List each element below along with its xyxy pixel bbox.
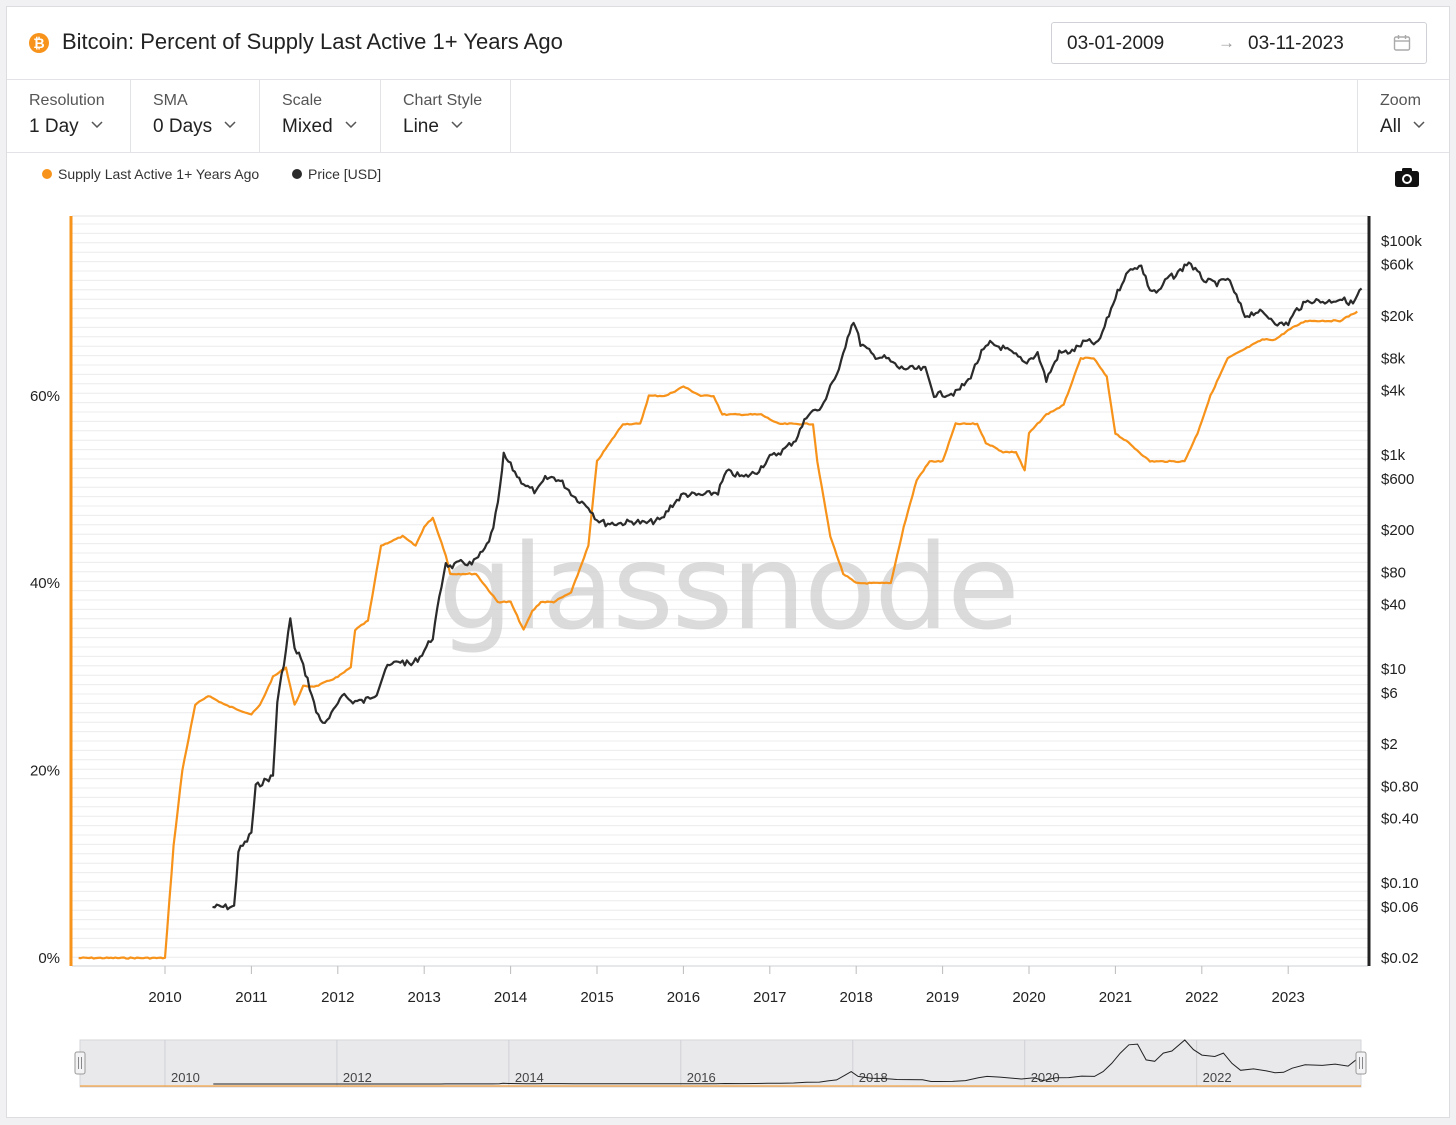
axes xyxy=(69,215,1371,967)
y-right-tick-label: $0.80 xyxy=(1381,779,1419,796)
series-line-price xyxy=(212,261,1363,911)
y-right-tick-label: $6 xyxy=(1381,685,1398,702)
x-tick-label: 2017 xyxy=(753,989,786,1006)
y-axis-right-ticks: $100k $60k $20k $8k $4k $1k $600 $200 $80 $40 $10 $… xyxy=(1381,233,1422,967)
chart-style-dropdown[interactable]: Chart Style Line xyxy=(381,79,511,152)
navigator-label: 2016 xyxy=(687,1070,716,1085)
date-to[interactable]: 03-11-2023 xyxy=(1248,33,1344,54)
y-left-tick-label: 0% xyxy=(38,950,60,967)
y-right-tick-label: $200 xyxy=(1381,522,1414,539)
sma-dropdown[interactable]: SMA 0 Days xyxy=(131,79,260,152)
chart-style-label: Chart Style xyxy=(403,92,483,109)
y-axis-left-ticks: 0% 20% 40% 60% xyxy=(30,388,60,967)
date-range-picker[interactable]: 03-01-2009 → 03-11-2023 xyxy=(1051,22,1427,64)
navigator-label: 2014 xyxy=(515,1070,544,1085)
x-tick-label: 2016 xyxy=(667,989,700,1006)
scale-label: Scale xyxy=(282,92,323,109)
scale-value[interactable]: Mixed xyxy=(282,116,333,137)
calendar-icon[interactable] xyxy=(1393,34,1411,52)
x-axis-ticks: 2010 2011 2012 2013 2014 2015 2016 2017 2018 2019… xyxy=(148,966,1305,1006)
legend-label-supply: Supply Last Active 1+ Years Ago xyxy=(58,166,260,182)
x-tick-label: 2013 xyxy=(408,989,441,1006)
y-right-tick-label: $80 xyxy=(1381,564,1406,581)
date-from[interactable]: 03-01-2009 xyxy=(1067,33,1165,54)
legend-swatch-price xyxy=(292,169,302,179)
x-tick-label: 2012 xyxy=(321,989,354,1006)
x-tick-label: 2018 xyxy=(840,989,873,1006)
chevron-down-icon xyxy=(224,121,236,129)
chart-header: ₿ Bitcoin: Percent of Supply Last Active… xyxy=(7,7,1449,80)
x-tick-label: 2015 xyxy=(580,989,613,1006)
resolution-label: Resolution xyxy=(29,92,105,109)
resolution-value[interactable]: 1 Day xyxy=(29,116,79,137)
glassnode-watermark: glassnode xyxy=(438,518,1017,656)
y-right-tick-label: $1k xyxy=(1381,447,1406,464)
x-tick-label: 2010 xyxy=(148,989,181,1006)
y-left-tick-label: 60% xyxy=(30,388,60,405)
x-tick-label: 2019 xyxy=(926,989,959,1006)
x-tick-label: 2022 xyxy=(1185,989,1218,1006)
series-line-supply xyxy=(78,310,1358,960)
y-right-tick-label: $0.40 xyxy=(1381,811,1419,828)
y-right-tick-label: $40 xyxy=(1381,597,1406,614)
navigator-label: 2012 xyxy=(343,1070,372,1085)
x-tick-label: 2021 xyxy=(1099,989,1132,1006)
y-right-tick-label: $0.02 xyxy=(1381,950,1419,967)
chevron-down-icon xyxy=(1413,121,1425,129)
camera-icon[interactable] xyxy=(1394,166,1420,188)
chart-style-value[interactable]: Line xyxy=(403,116,439,137)
scale-dropdown[interactable]: Scale Mixed xyxy=(260,79,381,152)
y-left-tick-label: 20% xyxy=(30,763,60,780)
x-tick-label: 2023 xyxy=(1272,989,1305,1006)
grid-lines xyxy=(72,223,1368,958)
x-tick-label: 2011 xyxy=(235,989,267,1006)
x-tick-label: 2014 xyxy=(494,989,527,1006)
y-right-tick-label: $10 xyxy=(1381,661,1406,678)
y-right-tick-label: $4k xyxy=(1381,383,1406,400)
zoom-value[interactable]: All xyxy=(1380,116,1402,137)
x-tick-label: 2020 xyxy=(1012,989,1045,1006)
y-right-tick-label: $20k xyxy=(1381,308,1414,325)
y-right-tick-label: $0.06 xyxy=(1381,899,1419,916)
navigator-label: 2018 xyxy=(859,1070,888,1085)
zoom-dropdown[interactable]: Zoom All xyxy=(1357,79,1449,152)
navigator-track xyxy=(79,1039,1362,1088)
y-right-tick-label: $8k xyxy=(1381,350,1406,367)
y-left-tick-label: 40% xyxy=(30,575,60,592)
legend-item-supply[interactable]: Supply Last Active 1+ Years Ago xyxy=(42,166,259,182)
navigator-handle-left xyxy=(74,1051,86,1075)
navigator-handle-right xyxy=(1355,1051,1367,1075)
chart-controls: Resolution 1 Day SMA 0 Days Scale Mixed … xyxy=(7,79,1449,153)
navigator-label: 2010 xyxy=(171,1070,200,1085)
chart-title: Bitcoin: Percent of Supply Last Active 1… xyxy=(62,29,563,54)
chevron-down-icon xyxy=(451,121,463,129)
sma-label: SMA xyxy=(153,92,188,109)
legend-label-price: Price [USD] xyxy=(308,166,382,182)
chevron-down-icon xyxy=(91,121,103,129)
navigator-price-line xyxy=(213,1039,1358,1085)
legend-swatch-supply xyxy=(42,169,52,179)
chevron-down-icon xyxy=(345,121,357,129)
resolution-dropdown[interactable]: Resolution 1 Day xyxy=(7,79,131,152)
range-navigator[interactable]: 2010 2012 2014 2016 2018 2020 2022 xyxy=(74,1039,1367,1088)
y-right-tick-label: $100k xyxy=(1381,233,1422,250)
legend-item-price[interactable]: Price [USD] xyxy=(292,166,381,182)
arrow-right-icon: → xyxy=(1218,33,1235,52)
y-right-tick-label: $60k xyxy=(1381,257,1414,274)
zoom-label: Zoom xyxy=(1380,92,1421,109)
y-right-tick-label: $0.10 xyxy=(1381,875,1419,892)
sma-value[interactable]: 0 Days xyxy=(153,116,213,137)
navigator-label: 2020 xyxy=(1031,1070,1060,1085)
y-right-tick-label: $2 xyxy=(1381,736,1398,753)
bitcoin-logo-icon: ₿ xyxy=(29,33,49,53)
navigator-label: 2022 xyxy=(1203,1070,1232,1085)
y-right-tick-label: $600 xyxy=(1381,471,1414,488)
